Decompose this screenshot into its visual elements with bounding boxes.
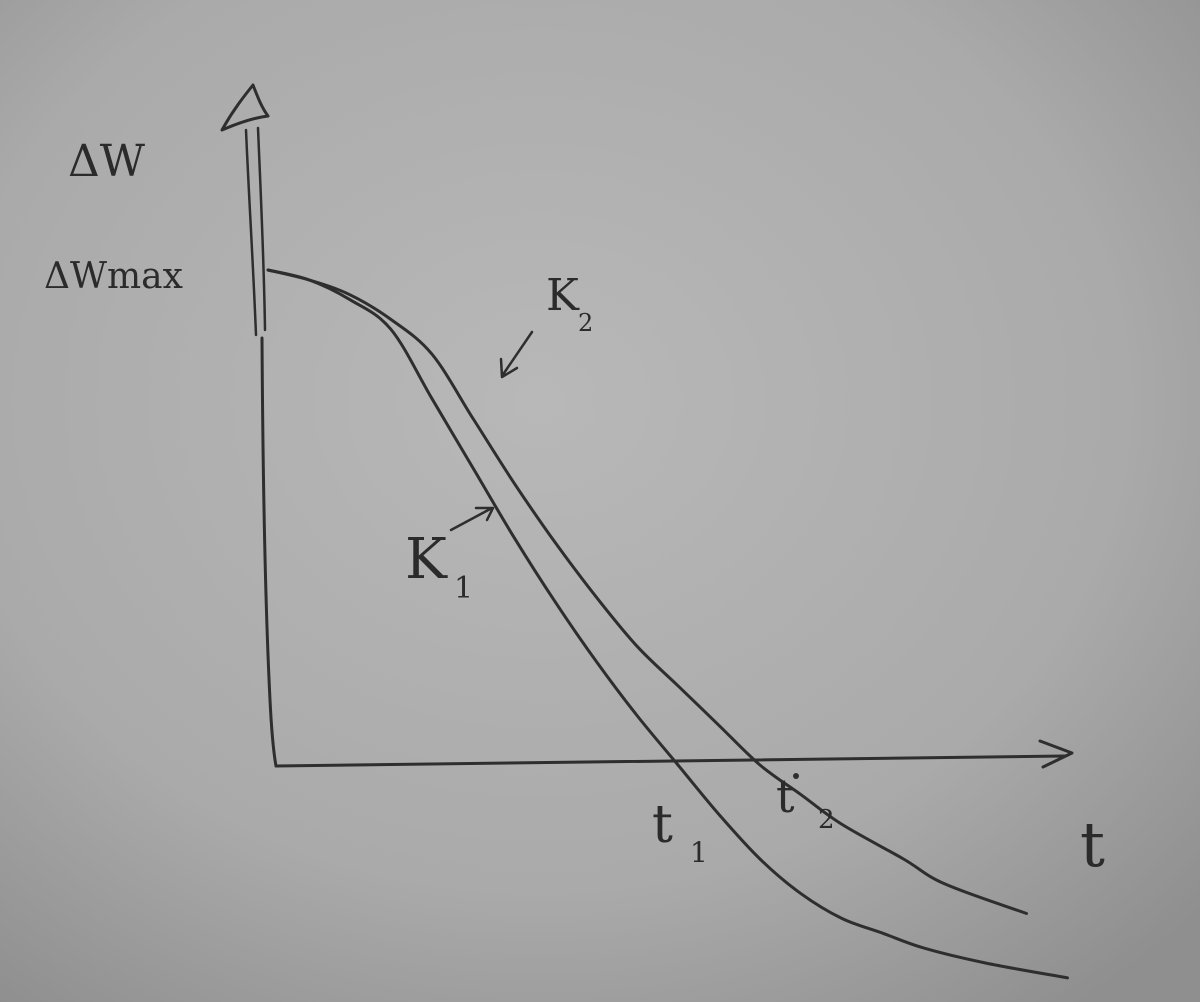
series-label-k2: K	[546, 270, 580, 321]
crossing-label-t1-subscript: 1	[690, 836, 708, 869]
series-line-k1	[266, 268, 1069, 980]
series-label-k1: K	[405, 527, 448, 592]
series-line-k2	[266, 268, 1028, 915]
y-axis-label: ΔW	[68, 136, 146, 187]
crossing-label-t2-subscript: 2	[818, 805, 835, 835]
t2-annotation: t 2	[776, 769, 835, 835]
t2-point-marker	[793, 773, 799, 779]
x-axis-arrowhead	[1038, 739, 1074, 769]
k2-pointer-arrow	[499, 330, 534, 379]
k2-annotation: K 2	[499, 270, 593, 379]
x-axis	[274, 739, 1074, 769]
y-axis-arrowhead	[220, 83, 270, 132]
y-tick-label-max: ΔWmax	[44, 256, 183, 297]
k1-pointer-arrow	[449, 506, 495, 532]
y-axis	[220, 83, 278, 768]
crossing-label-t1: t	[652, 795, 673, 855]
crossing-label-t2: t	[776, 769, 795, 823]
t1-annotation: t 1	[652, 795, 708, 869]
series-label-k2-subscript: 2	[578, 309, 593, 337]
x-axis-label: t	[1080, 808, 1105, 881]
k1-annotation: K 1	[405, 506, 495, 606]
y-axis-title: ΔW	[68, 136, 146, 187]
x-axis-title: t	[1080, 808, 1105, 881]
series-label-k1-subscript: 1	[454, 571, 473, 606]
y-tick: ΔWmax	[44, 256, 183, 297]
